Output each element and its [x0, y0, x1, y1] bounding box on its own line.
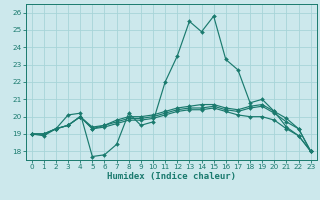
- X-axis label: Humidex (Indice chaleur): Humidex (Indice chaleur): [107, 172, 236, 181]
